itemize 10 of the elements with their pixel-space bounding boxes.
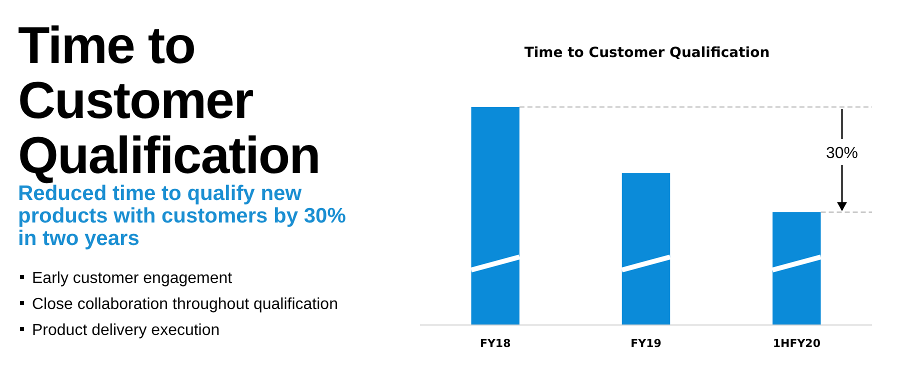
chart-title: Time to Customer Qualification xyxy=(18,17,320,185)
x-tick-label: FY19 xyxy=(630,336,662,350)
x-tick-label: 1HFY20 xyxy=(772,336,821,350)
text: Close collaboration throughout qualification xyxy=(32,296,338,313)
text: Time to Customer Qualification xyxy=(524,45,770,61)
annotation: 30% xyxy=(826,145,858,162)
text: Reduced time to qualify new products with customers by 30% in two years xyxy=(18,182,346,250)
text: Product delivery execution xyxy=(32,322,220,339)
x-tick-label: FY18 xyxy=(480,336,511,350)
text: Early customer engagement xyxy=(32,270,233,287)
